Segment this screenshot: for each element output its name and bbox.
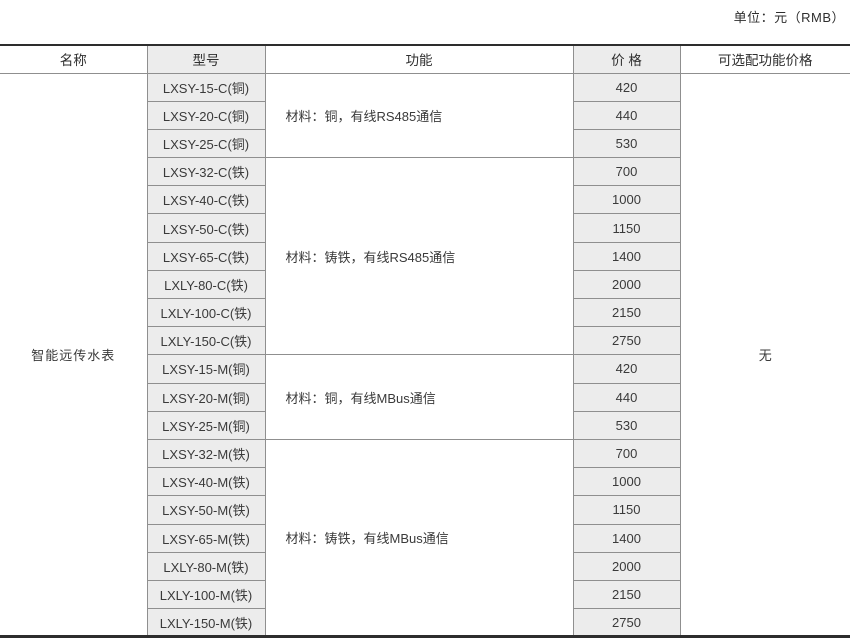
price-cell: 2750 (572, 326, 681, 356)
header-model: 型号 (146, 45, 266, 74)
table-row: LXLY-150-M(铁) 2750 (0, 608, 850, 638)
price-cell: 700 (572, 438, 681, 469)
price-cell: 1150 (572, 213, 681, 243)
header-optional-price: 可选配功能价格 (679, 45, 850, 74)
model-cell: LXSY-15-C(铜) (146, 72, 266, 102)
price-cell: 2150 (572, 297, 681, 328)
unit-bar: 单位：元（RMB） (0, 0, 850, 44)
model-cell: LXSY-20-M(铜) (146, 382, 266, 412)
model-cell: LXLY-80-M(铁) (146, 551, 266, 581)
function-cell: 材料：铸铁，有线RS485通信 (264, 157, 574, 355)
function-cell: 材料：铜，有线RS485通信 (264, 72, 574, 158)
model-cell: LXLY-100-C(铁) (146, 297, 266, 328)
model-cell: LXLY-100-M(铁) (146, 579, 266, 610)
price-table: 名称 型号 功能 价 格 可选配功能价格 智能远传水表 LXSY-15-C(铜) 材… (0, 44, 850, 639)
price-cell: 1150 (572, 495, 681, 525)
table-row: LXSY-65-C(铁) 1400 (0, 241, 850, 271)
table-row: LXSY-20-M(铜) 440 (0, 382, 850, 412)
table-row: LXSY-40-C(铁) 1000 (0, 185, 850, 215)
model-cell: LXSY-40-M(铁) (146, 467, 266, 497)
price-cell: 2150 (572, 579, 681, 610)
table-row: LXLY-150-C(铁) 2750 (0, 326, 850, 356)
model-cell: LXSY-50-M(铁) (146, 495, 266, 525)
model-cell: LXSY-65-M(铁) (146, 523, 266, 553)
price-cell: 2750 (572, 608, 681, 638)
price-cell: 420 (572, 72, 681, 102)
function-cell: 材料：铸铁，有线MBus通信 (264, 438, 574, 637)
table-row: LXLY-100-C(铁) 2150 (0, 297, 850, 328)
model-cell: LXSY-25-C(铜) (146, 128, 266, 159)
table-row: LXLY-80-C(铁) 2000 (0, 269, 850, 300)
price-cell: 1400 (572, 523, 681, 553)
price-cell: 2000 (572, 269, 681, 300)
model-cell: LXSY-65-C(铁) (146, 241, 266, 271)
table-header: 名称 型号 功能 价 格 可选配功能价格 (0, 45, 850, 74)
price-cell: 530 (572, 410, 681, 440)
model-cell: LXSY-15-M(铜) (146, 354, 266, 384)
price-cell: 2000 (572, 551, 681, 581)
header-row: 名称 型号 功能 价 格 可选配功能价格 (0, 45, 850, 74)
header-price: 价 格 (572, 45, 681, 74)
price-cell: 420 (572, 354, 681, 384)
model-cell: LXLY-80-C(铁) (146, 269, 266, 300)
price-cell: 530 (572, 128, 681, 159)
table-row: LXLY-100-M(铁) 2150 (0, 579, 850, 610)
product-name-cell: 智能远传水表 (0, 73, 148, 637)
function-cell: 材料：铜，有线MBus通信 (264, 354, 574, 440)
table-row: 智能远传水表 LXSY-15-C(铜) 材料：铜，有线RS485通信 420 无 (0, 72, 850, 637)
model-cell: LXSY-40-C(铁) (146, 185, 266, 215)
table-row: LXSY-40-M(铁) 1000 (0, 467, 850, 497)
table-row: LXSY-65-M(铁) 1400 (0, 523, 850, 553)
header-name: 名称 (0, 45, 147, 74)
model-cell: LXLY-150-M(铁) (146, 608, 266, 638)
table-row: LXSY-50-M(铁) 1150 (0, 495, 850, 525)
optional-price-cell: 无 (679, 73, 850, 637)
table-body: 智能远传水表 LXSY-15-C(铜) 材料：铜，有线RS485通信 420 无 LXSY… (0, 72, 850, 638)
table-row: LXSY-32-C(铁) 材料：铸铁，有线RS485通信 700 (0, 157, 850, 355)
model-cell: LXSY-20-C(铜) (146, 100, 266, 130)
model-cell: LXSY-32-M(铁) (146, 438, 266, 469)
price-cell: 1000 (572, 185, 681, 215)
price-cell: 440 (572, 382, 681, 412)
table-row: LXSY-20-C(铜) 440 (0, 100, 850, 130)
price-cell: 1400 (572, 241, 681, 271)
header-function: 功能 (264, 45, 574, 74)
price-cell: 700 (572, 157, 681, 187)
table-row: LXSY-15-M(铜) 材料：铜，有线MBus通信 420 (0, 354, 850, 440)
table-row: LXSY-50-C(铁) 1150 (0, 213, 850, 243)
unit-label: 单位：元（RMB） (733, 10, 845, 25)
model-cell: LXLY-150-C(铁) (146, 326, 266, 356)
model-cell: LXSY-25-M(铜) (146, 410, 266, 440)
price-cell: 440 (572, 100, 681, 130)
model-cell: LXSY-50-C(铁) (146, 213, 266, 243)
price-cell: 1000 (572, 467, 681, 497)
table-row: LXLY-80-M(铁) 2000 (0, 551, 850, 581)
model-cell: LXSY-32-C(铁) (146, 157, 266, 187)
